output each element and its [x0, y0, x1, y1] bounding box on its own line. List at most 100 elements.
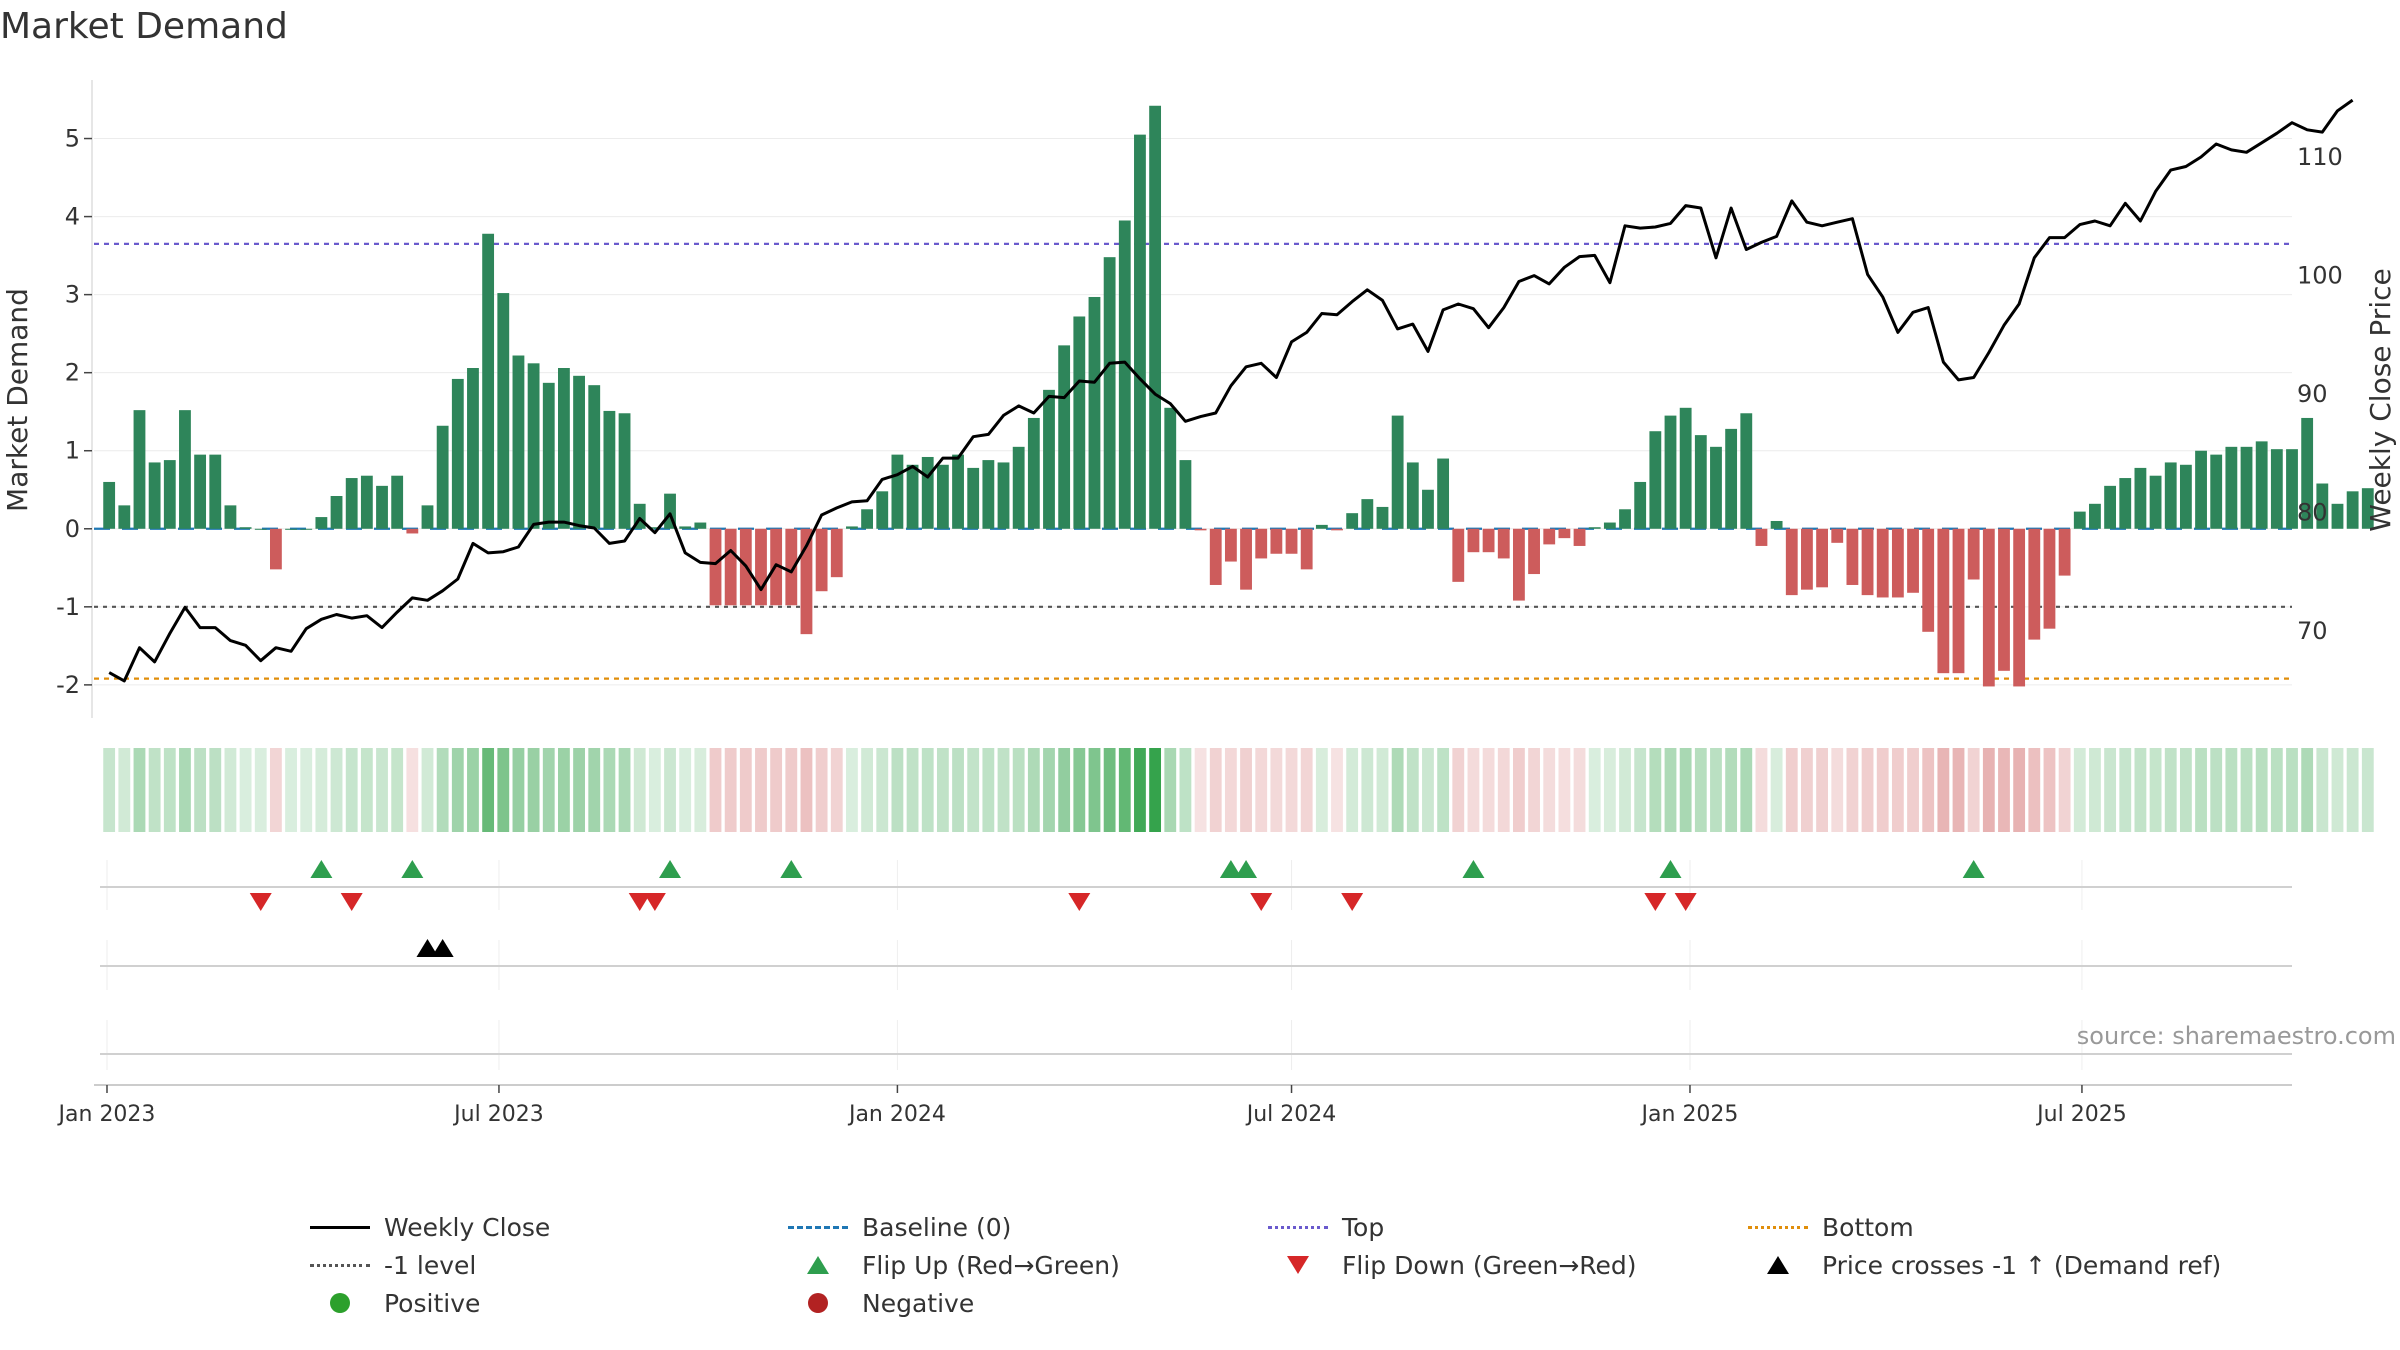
demand-bar: [1209, 528, 1222, 585]
strip-cell: [482, 748, 495, 832]
demand-bar: [1224, 528, 1237, 562]
demand-bar: [391, 475, 404, 529]
signal-markers: [249, 860, 1985, 957]
strip-cell: [603, 748, 616, 832]
strip-cell: [1694, 748, 1707, 832]
strip-cell: [1255, 748, 1268, 832]
strip-cell: [664, 748, 676, 832]
demand-bar: [1437, 458, 1450, 529]
strip-cell: [1891, 748, 1904, 832]
strip-cell: [573, 748, 585, 832]
demand-bar: [1134, 134, 1146, 529]
demand-bar: [2164, 462, 2177, 529]
demand-bar: [2270, 449, 2283, 529]
triangle-up-icon: [807, 1256, 829, 1274]
strip-cell: [618, 748, 631, 832]
strip-cell: [148, 748, 161, 832]
strip-cell: [300, 748, 313, 832]
strip-cell: [224, 748, 237, 832]
demand-bar: [1785, 528, 1798, 596]
demand-bar: [2013, 528, 2026, 687]
strip-cell: [1998, 748, 2010, 832]
strip-cell: [1543, 748, 1556, 832]
demand-bar: [2104, 485, 2117, 529]
strip-cell: [330, 748, 343, 832]
demand-bar: [1149, 105, 1162, 529]
demand-bar: [1027, 417, 1040, 529]
strip-cell: [1801, 748, 1813, 832]
demand-bar: [2225, 446, 2238, 529]
demand-bar: [2195, 450, 2207, 529]
demand-bar: [815, 528, 828, 592]
demand-bar: [1801, 528, 1813, 590]
strip-cell: [785, 748, 798, 832]
demand-bar: [2316, 483, 2329, 529]
demand-bar: [1725, 428, 1738, 529]
strip-cell: [2255, 748, 2268, 832]
flip-up-marker: [1962, 860, 1985, 878]
strip-cell: [451, 748, 464, 832]
demand-bar: [482, 233, 495, 529]
demand-bar: [1240, 528, 1252, 590]
demand-bar: [1331, 528, 1343, 531]
strip-cell: [648, 748, 661, 832]
x-tick-label: Jul 2023: [452, 1102, 544, 1127]
demand-bar: [224, 505, 237, 529]
strip-cell: [2089, 748, 2101, 832]
strip-cell: [770, 748, 783, 832]
flip-down-marker: [628, 893, 651, 911]
source-label: source: sharemaestro.com: [2076, 1022, 2396, 1050]
strip-cell: [179, 748, 191, 832]
green-dot-icon: [330, 1293, 350, 1313]
strip-cell: [2043, 748, 2056, 832]
strip-cell: [103, 748, 116, 832]
strip-cell: [1467, 748, 1480, 832]
demand-bar: [2255, 441, 2268, 529]
strip-cell: [815, 748, 828, 832]
strip-cell: [467, 748, 479, 832]
flip-up-marker: [780, 860, 803, 878]
y-tick-label: -2: [56, 671, 80, 699]
strip-cell: [2240, 748, 2253, 832]
strip-cell: [1619, 748, 1631, 832]
strip-cell: [2179, 748, 2192, 832]
demand-bar: [2179, 464, 2192, 529]
demand-bar: [558, 368, 570, 529]
demand-bar: [148, 462, 161, 529]
y2-tick-label: 70: [2297, 617, 2328, 645]
strip-cell: [2195, 748, 2207, 832]
strip-cell: [1043, 748, 1055, 832]
axes: -2 -1 0 1 2 3 4 5 70 80 90 100 110 Market Demand Weekl…: [1, 80, 2397, 1127]
demand-bar: [345, 478, 358, 529]
demand-bar: [421, 505, 434, 529]
demand-bar: [891, 454, 904, 529]
strip-cell: [1270, 748, 1283, 832]
demand-bar: [360, 475, 373, 529]
dotted-line-icon: [310, 1263, 370, 1267]
legend-flip-up: Flip Up (Red→Green): [788, 1248, 1120, 1282]
strip-cell: [1285, 748, 1298, 832]
demand-bar: [1073, 316, 1086, 529]
demand-bar: [254, 528, 267, 530]
demand-bar: [2240, 446, 2253, 529]
flip-up-marker: [1659, 860, 1682, 878]
strip-cell: [1528, 748, 1540, 832]
strip-cell: [2270, 748, 2283, 832]
x-tick-label: Jan 2025: [1640, 1102, 1739, 1127]
strip-cell: [1149, 748, 1162, 832]
strip-cell: [1346, 748, 1359, 832]
demand-bar: [861, 509, 874, 529]
strip-cell: [527, 748, 540, 832]
demand-bar: [1952, 528, 1965, 674]
demand-bar: [1755, 528, 1768, 546]
demand-bar: [1194, 528, 1207, 531]
triangle-down-icon: [1287, 1256, 1309, 1274]
demand-bar: [2286, 449, 2298, 529]
demand-bar: [573, 375, 585, 529]
demand-bar: [1543, 528, 1556, 545]
y-tick-label: -1: [56, 593, 80, 621]
strip-cell: [1315, 748, 1328, 832]
strip-cell: [1452, 748, 1465, 832]
strip-cell: [1634, 748, 1647, 832]
demand-bar: [755, 528, 767, 606]
